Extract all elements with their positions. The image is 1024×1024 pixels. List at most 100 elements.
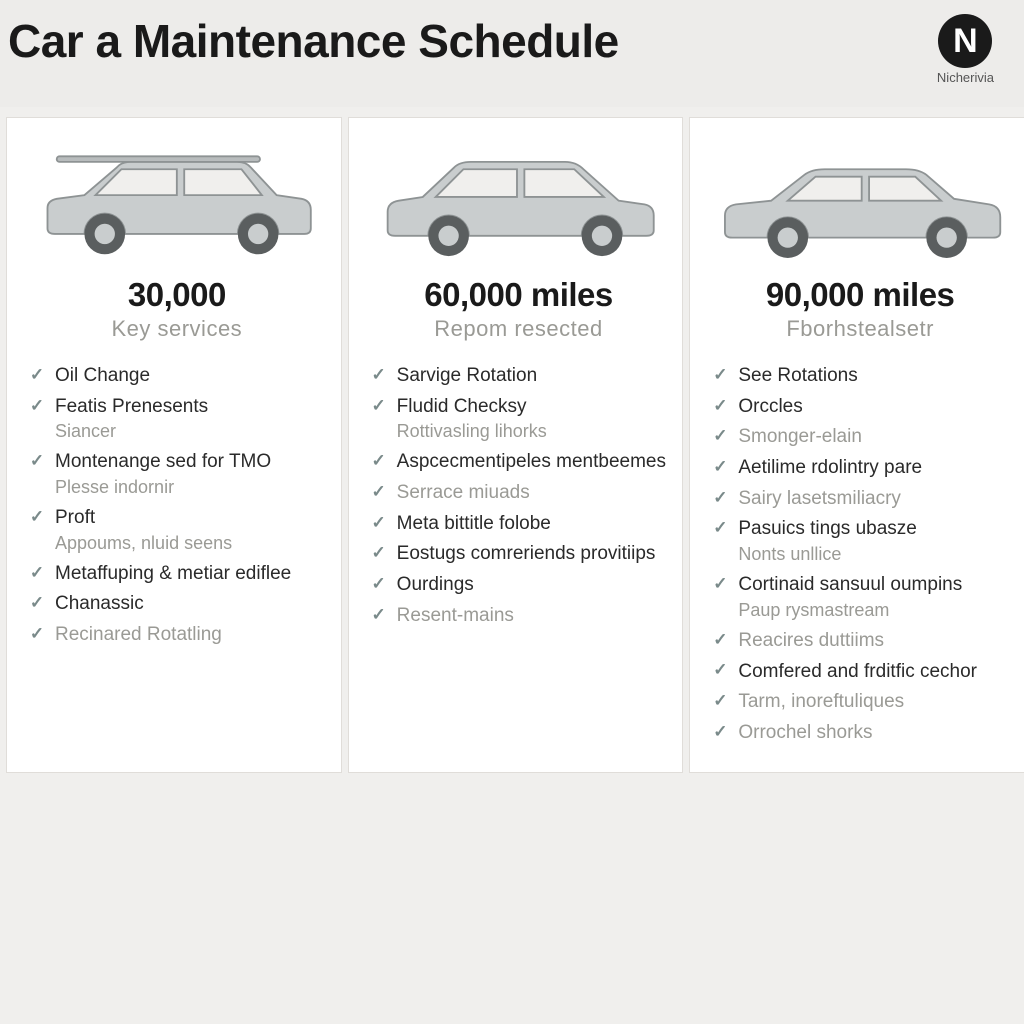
check-icon: ✓	[712, 364, 728, 386]
service-item: ✓ Comfered and frditfic cechor	[712, 660, 1008, 685]
service-item-label: Ourdings	[397, 573, 474, 598]
check-icon: ✓	[371, 512, 387, 534]
service-item-label: Comfered and frditfic cechor	[738, 660, 977, 685]
service-item: ✓ Smonger-elain	[712, 425, 1008, 450]
check-icon: ✓	[29, 395, 45, 417]
logo-badge: N	[938, 14, 992, 68]
page-title: Car a Maintenance Schedule	[8, 14, 619, 68]
service-item: ✓ Metaffuping & metiar ediflee	[29, 562, 325, 587]
check-icon: ✓	[371, 395, 387, 417]
service-item-label: Fludid Checksy	[397, 395, 527, 420]
service-item-label: Resent-mains	[397, 604, 514, 629]
check-icon: ✓	[712, 425, 728, 447]
check-icon: ✓	[29, 562, 45, 584]
check-icon: ✓	[712, 487, 728, 509]
service-item-label: Chanassic	[55, 592, 144, 617]
check-icon: ✓	[712, 660, 728, 682]
service-item-label: Orccles	[738, 395, 802, 420]
service-item-label: Smonger-elain	[738, 425, 862, 450]
service-item: ✓ Fludid Checksy	[371, 395, 667, 420]
service-item: ✓ See Rotations	[712, 364, 1008, 389]
service-item-label: Cortinaid sansuul oumpins	[738, 573, 962, 598]
header: Car a Maintenance Schedule N Nicherivia	[0, 0, 1024, 107]
service-item-subtext: Nonts unllice	[738, 544, 1008, 565]
car-illustration	[371, 136, 667, 266]
check-icon: ✓	[29, 450, 45, 472]
service-item: ✓ Montenange sed for TMO	[29, 450, 325, 475]
mileage-column: 30,000Key services✓Oil Change✓Featis Pre…	[6, 117, 342, 773]
service-item-label: Oil Change	[55, 364, 150, 389]
check-icon: ✓	[29, 506, 45, 528]
check-icon: ✓	[712, 721, 728, 743]
service-item-label: Meta bittitle folobe	[397, 512, 551, 537]
service-item: ✓ Meta bittitle folobe	[371, 512, 667, 537]
service-item: ✓ Aetilime rdolintry pare	[712, 456, 1008, 481]
service-item: ✓ Aspcecmentipeles mentbeemes	[371, 450, 667, 475]
check-icon: ✓	[29, 592, 45, 614]
check-icon: ✓	[712, 456, 728, 478]
check-icon: ✓	[712, 690, 728, 712]
mileage-heading: 90,000 miles	[712, 276, 1008, 314]
service-item-label: Sairy lasetsmiliacry	[738, 487, 901, 512]
service-item-label: Aspcecmentipeles mentbeemes	[397, 450, 666, 475]
service-item-label: Metaffuping & metiar ediflee	[55, 562, 291, 587]
service-item-label: Aetilime rdolintry pare	[738, 456, 922, 481]
car-suv-icon	[29, 136, 325, 265]
car-illustration	[29, 136, 325, 266]
service-item: ✓ Orccles	[712, 395, 1008, 420]
service-item-label: See Rotations	[738, 364, 857, 389]
service-item-label: Proft	[55, 506, 95, 531]
service-item: ✓ Resent-mains	[371, 604, 667, 629]
service-item: ✓ Pasuics tings ubasze	[712, 517, 1008, 542]
logo-label: Nicherivia	[937, 70, 994, 85]
brand-logo: N Nicherivia	[937, 14, 994, 85]
car-sedan-icon	[712, 136, 1008, 265]
service-item-label: Eostugs comreriends provitiips	[397, 542, 656, 567]
service-item: ✓ Serrace miuads	[371, 481, 667, 506]
column-subtitle: Repom resected	[371, 316, 667, 342]
check-icon: ✓	[371, 604, 387, 626]
car-hatch-icon	[371, 136, 667, 265]
check-icon: ✓	[712, 573, 728, 595]
service-item-label: Recinared Rotatling	[55, 623, 222, 648]
service-item: ✓ Recinared Rotatling	[29, 623, 325, 648]
service-list: ✓ Oil Change ✓ Featis PrenesentsSiancer ✓ Mon…	[29, 364, 325, 648]
service-item-label: Reacires duttiims	[738, 629, 884, 654]
service-item-label: Featis Prenesents	[55, 395, 208, 420]
service-item-subtext: Paup rysmastream	[738, 600, 1008, 621]
service-item: ✓ Chanassic	[29, 592, 325, 617]
mileage-column: 60,000 milesRepom resected ✓ Sarvige Rotat…	[348, 117, 684, 773]
check-icon: ✓	[371, 573, 387, 595]
service-item-subtext: Siancer	[55, 421, 325, 442]
check-icon: ✓	[371, 481, 387, 503]
check-icon: ✓	[371, 450, 387, 472]
service-item: ✓ Reacires duttiims	[712, 629, 1008, 654]
check-icon: ✓	[371, 542, 387, 564]
car-illustration	[712, 136, 1008, 266]
check-icon: ✓	[712, 629, 728, 651]
service-item-label: Serrace miuads	[397, 481, 530, 506]
service-item: ✓ Eostugs comreriends provitiips	[371, 542, 667, 567]
service-list: ✓ Sarvige Rotation ✓ Fludid ChecksyRottivas…	[371, 364, 667, 629]
service-item-label: Pasuics tings ubasze	[738, 517, 917, 542]
service-list: ✓ See Rotations ✓ Orccles ✓ Smonger-elain ✓ Aet…	[712, 364, 1008, 746]
service-item: ✓Tarm, inoreftuliques	[712, 690, 1008, 715]
check-icon: ✓	[29, 364, 45, 386]
check-icon: ✓	[712, 395, 728, 417]
columns-container: 30,000Key services✓Oil Change✓Featis Pre…	[0, 107, 1024, 773]
check-icon: ✓	[712, 517, 728, 539]
service-item-subtext: Appoums, nluid seens	[55, 533, 325, 554]
check-icon: ✓	[371, 364, 387, 386]
service-item: ✓ Cortinaid sansuul oumpins	[712, 573, 1008, 598]
check-icon: ✓	[29, 623, 45, 645]
column-subtitle: Fborhstealsetr	[712, 316, 1008, 342]
service-item: ✓ Sairy lasetsmiliacry	[712, 487, 1008, 512]
mileage-column: 90,000 milesFborhstealsetr ✓ See Rotations…	[689, 117, 1024, 773]
service-item: ✓ Ourdings	[371, 573, 667, 598]
service-item-subtext: Rottivasling lihorks	[397, 421, 667, 442]
service-item-label: Sarvige Rotation	[397, 364, 537, 389]
mileage-heading: 60,000 miles	[371, 276, 667, 314]
service-item: ✓ Proft	[29, 506, 325, 531]
service-item: ✓Orrochel shorks	[712, 721, 1008, 746]
service-item-label: Montenange sed for TMO	[55, 450, 271, 475]
